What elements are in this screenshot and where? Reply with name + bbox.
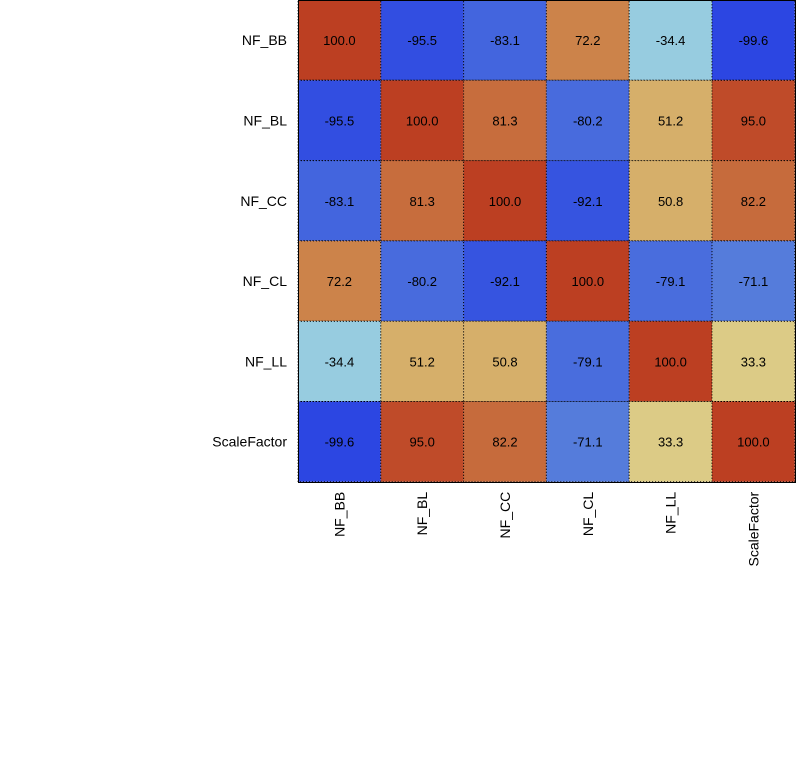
heatmap-cell-nf-cc-nf-cl [545,160,630,242]
heatmap-cell-value: 82.2 [741,194,766,209]
heatmap-cell-value: 100.0 [323,33,356,48]
heatmap-cell-scalefactor-nf-cc [463,401,547,483]
heatmap-cell-nf-bl-nf-cc [463,79,547,162]
x-tick-label-nf-bl: NF_BL [414,492,430,536]
heatmap-cell-nf-ll-nf-ll [628,320,713,403]
heatmap-cell-value: 33.3 [658,435,683,450]
heatmap-cell-value: -95.5 [407,33,437,48]
heatmap-cell-nf-ll-nf-bl [380,320,465,403]
heatmap-cell-value: -99.6 [325,435,355,450]
heatmap-cell-value: 95.0 [741,113,766,128]
y-tick-label-scalefactor: ScaleFactor [212,434,287,450]
heatmap-cell-value: -79.1 [573,354,603,369]
heatmap-cell-nf-bb-nf-bl [380,0,465,81]
heatmap-cell-nf-ll-scalefactor [711,320,796,403]
heatmap-cell-value: 95.0 [410,435,435,450]
y-tick-label-nf-cc: NF_CC [240,193,287,209]
heatmap-cell-nf-cc-nf-cc [463,160,547,242]
x-tick-label-nf-bb: NF_BB [331,492,347,537]
heatmap-cell-scalefactor-nf-cl [545,401,630,483]
heatmap-cell-value: 50.8 [492,354,517,369]
heatmap-cell-value: -83.1 [325,194,355,209]
heatmap-cell-value: 100.0 [737,435,770,450]
heatmap-cell-value: 33.3 [741,354,766,369]
heatmap-cell-nf-cl-nf-ll [628,240,713,322]
heatmap-cell-value: 72.2 [327,274,352,289]
heatmap-cell-value: -83.1 [490,33,520,48]
y-tick-label-nf-bb: NF_BB [242,32,287,48]
heatmap-cell-nf-cl-nf-bl [380,240,465,322]
heatmap-cell-value: 100.0 [489,194,522,209]
heatmap-cell-value: -95.5 [325,113,355,128]
heatmap-cell-value: 72.2 [575,33,600,48]
y-tick-label-nf-ll: NF_LL [245,353,287,369]
heatmap-cell-nf-cl-scalefactor [711,240,796,322]
heatmap-cell-value: -71.1 [739,274,769,289]
heatmap-cell-scalefactor-nf-bb [297,401,382,483]
y-tick-label-nf-bl: NF_BL [243,112,287,128]
x-tick-label-nf-cl: NF_CL [580,492,596,537]
heatmap-cell-scalefactor-nf-bl [380,401,465,483]
heatmap-cell-value: -92.1 [573,194,603,209]
x-tick-label-nf-cc: NF_CC [497,492,513,539]
heatmap-cell-value: 82.2 [492,435,517,450]
heatmap-cell-nf-bb-scalefactor [711,0,796,81]
heatmap-cell-scalefactor-scalefactor [711,401,796,483]
heatmap-cells: 100.0 -95.5 -83.1 72.2 -34.4 -99.6 -95.5 100.0 8… [297,0,796,483]
heatmap-cell-scalefactor-nf-ll [628,401,713,483]
heatmap-cell-value: 81.3 [410,194,435,209]
y-axis-tick-labels: NF_BB NF_BL NF_CC NF_CL NF_LL ScaleFactor [212,32,287,450]
heatmap-cell-value: 100.0 [654,354,687,369]
heatmap-cell-nf-bl-scalefactor [711,79,796,162]
heatmap-cell-value: 51.2 [658,113,683,128]
heatmap-cell-value: -80.2 [407,274,437,289]
heatmap-cell-value: -34.4 [656,33,686,48]
heatmap-cell-value: -99.6 [739,33,769,48]
heatmap-cell-value: 50.8 [658,194,683,209]
x-axis-tick-labels: NF_BB NF_BL NF_CC NF_CL NF_LL ScaleFactor [331,491,761,566]
heatmap-cell-value: -71.1 [573,435,603,450]
x-tick-label-nf-ll: NF_LL [663,492,679,534]
heatmap-cell-value: 51.2 [410,354,435,369]
heatmap-cell-value: -80.2 [573,113,603,128]
heatmap-cell-value: -92.1 [490,274,520,289]
heatmap-cell-value: -34.4 [325,354,355,369]
x-tick-label-scalefactor: ScaleFactor [745,491,761,566]
heatmap-cell-nf-ll-nf-cl [545,320,630,403]
heatmap-cell-value: -79.1 [656,274,686,289]
heatmap-cell-value: 100.0 [572,274,605,289]
heatmap-cell-value: 100.0 [406,113,439,128]
heatmap-cell-value: 81.3 [492,113,517,128]
y-tick-label-nf-cl: NF_CL [243,273,288,289]
